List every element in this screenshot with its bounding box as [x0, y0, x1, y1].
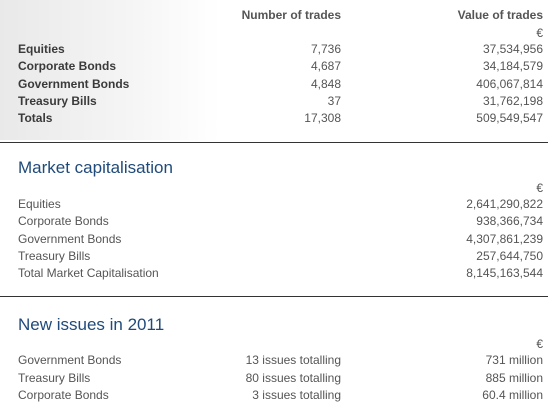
- trades-row-number: 4,848: [310, 77, 341, 91]
- new-issues-row-value: 885 million: [485, 371, 543, 385]
- column-header-number-of-trades: Number of trades: [241, 8, 341, 22]
- trades-row: Equities 7,736 37,534,956: [0, 42, 557, 59]
- market-cap-row-value: 257,644,750: [476, 249, 543, 263]
- trades-row: Treasury Bills 37 31,762,198: [0, 94, 557, 111]
- market-cap-row: Government Bonds 4,307,861,239: [0, 232, 557, 249]
- market-cap-row-label: Government Bonds: [18, 232, 122, 246]
- market-cap-row: Treasury Bills 257,644,750: [0, 249, 557, 266]
- market-cap-row-label: Corporate Bonds: [18, 214, 109, 228]
- new-issues-row: Treasury Bills 80 issues totalling 885 m…: [0, 371, 557, 388]
- trades-totals-row: Totals 17,308 509,549,547: [0, 111, 557, 128]
- trades-background-fade: [0, 0, 220, 140]
- new-issues-row-label: Treasury Bills: [18, 371, 91, 385]
- trades-row-value: 34,184,579: [482, 59, 543, 73]
- trades-currency-symbol: €: [536, 26, 543, 40]
- market-cap-row-label: Equities: [18, 197, 61, 211]
- section-divider: [0, 142, 548, 143]
- market-cap-total-row: Total Market Capitalisation 8,145,163,54…: [0, 266, 557, 283]
- new-issues-row-count: 13 issues totalling: [245, 353, 341, 367]
- market-cap-row-value: 2,641,290,822: [466, 197, 543, 211]
- new-issues-title: New issues in 2011: [18, 315, 165, 334]
- trades-row: Government Bonds 4,848 406,067,814: [0, 77, 557, 94]
- new-issues-row-value: 731 million: [485, 353, 543, 367]
- trades-row-label: Corporate Bonds: [18, 59, 117, 73]
- column-header-value-of-trades: Value of trades: [457, 8, 543, 22]
- new-issues-row-label: Corporate Bonds: [18, 388, 109, 402]
- market-cap-row-value: 4,307,861,239: [466, 232, 543, 246]
- new-issues-row-count: 80 issues totalling: [245, 371, 341, 385]
- trades-row: Corporate Bonds 4,687 34,184,579: [0, 59, 557, 76]
- market-cap-row-value: 8,145,163,544: [466, 266, 543, 280]
- market-cap-row-value: 938,366,734: [476, 214, 543, 228]
- trades-row-label: Totals: [18, 111, 53, 125]
- new-issues-row-count: 3 issues totalling: [252, 388, 341, 402]
- trades-row-number: 7,736: [310, 42, 341, 56]
- market-cap-row-label: Total Market Capitalisation: [18, 266, 159, 280]
- new-issues-row: Corporate Bonds 3 issues totalling 60.4 …: [0, 388, 557, 405]
- market-cap-row: Equities 2,641,290,822: [0, 197, 557, 214]
- trades-row-label: Treasury Bills: [18, 94, 97, 108]
- trades-row-value: 509,549,547: [476, 111, 543, 125]
- market-cap-row-label: Treasury Bills: [18, 249, 91, 263]
- market-cap-currency-symbol: €: [536, 181, 543, 195]
- market-cap-title: Market capitalisation: [18, 158, 173, 177]
- market-cap-row: Corporate Bonds 938,366,734: [0, 214, 557, 231]
- new-issues-row-value: 60.4 million: [482, 388, 543, 402]
- trades-row-value: 31,762,198: [482, 94, 543, 108]
- new-issues-currency-symbol: €: [536, 337, 543, 351]
- trades-row-number: 37: [327, 94, 341, 108]
- trades-section: Number of trades Value of trades € Equit…: [0, 0, 557, 140]
- section-divider: [0, 296, 548, 297]
- trades-row-label: Equities: [18, 42, 65, 56]
- trades-row-number: 4,687: [310, 59, 341, 73]
- trades-row-value: 406,067,814: [476, 77, 543, 91]
- trades-row-number: 17,308: [304, 111, 341, 125]
- trades-row-label: Government Bonds: [18, 77, 130, 91]
- new-issues-row-label: Government Bonds: [18, 353, 122, 367]
- trades-row-value: 37,534,956: [482, 42, 543, 56]
- new-issues-row: Government Bonds 13 issues totalling 731…: [0, 353, 557, 370]
